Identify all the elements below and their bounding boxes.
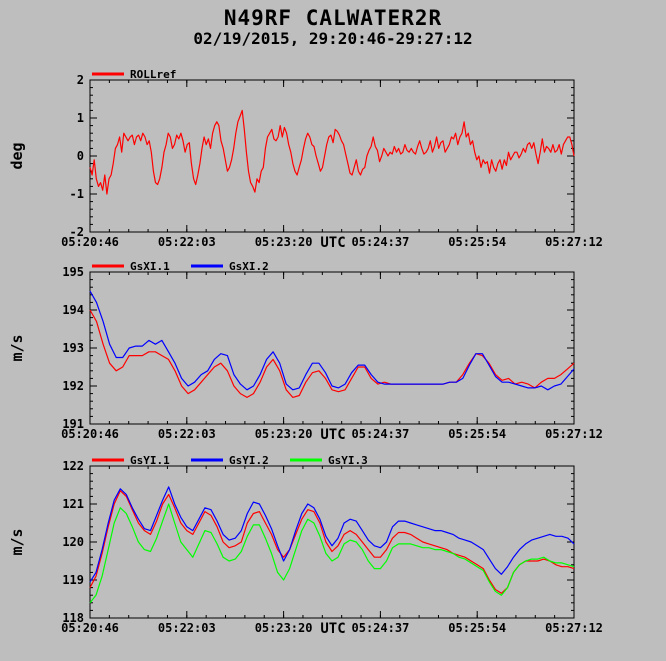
y-tick-label: 2: [77, 73, 84, 87]
x-axis-label: UTC: [320, 235, 345, 251]
series-line-gsxi-2: [89, 290, 575, 391]
y-tick-label: 121: [62, 497, 84, 511]
chart-panel-1: -2 -1 0 1 2 05:20:46 05:22:03 05:23:20 05:24:37 0…: [8, 68, 603, 251]
x-tick-label: 05:25:54: [448, 427, 506, 441]
legend-label: GsYI.3: [328, 454, 368, 467]
series-line-gsxi-1: [89, 309, 575, 398]
y-tick-label: 119: [62, 573, 84, 587]
chart-panel-2: 191 192 193 194 195 05:20:46 05:22:03 05:23:20 0…: [8, 260, 603, 443]
plot-frame: [89, 79, 575, 233]
legend-label: GsXI.1: [130, 260, 170, 273]
y-tick-label: 195: [62, 265, 84, 279]
y-tick-label: 193: [62, 341, 84, 355]
series-line-gsyi-3: [89, 503, 575, 604]
x-tick-label: 05:20:46: [61, 235, 119, 249]
x-tick-label: 05:20:46: [61, 427, 119, 441]
y-tick-label: 118: [62, 611, 84, 625]
y-tick-label: -1: [70, 187, 84, 201]
legend-label: GsXI.2: [229, 260, 269, 273]
x-tick-label: 05:22:03: [158, 235, 216, 249]
y-axis-label: m/s: [8, 334, 26, 361]
y-tick-label: 120: [62, 535, 84, 549]
y-tick-label: 0: [77, 149, 84, 163]
series-line-rollref: [89, 109, 575, 195]
plot-frame: [89, 271, 575, 425]
x-axis-label: UTC: [320, 427, 345, 443]
chart-title: N49RF CALWATER2R: [223, 6, 443, 30]
legend-label: GsYI.2: [229, 454, 269, 467]
x-tick-label: 05:24:37: [352, 621, 410, 635]
x-tick-label: 05:27:12: [545, 621, 603, 635]
x-tick-label: 05:20:46: [61, 621, 119, 635]
title-block: N49RF CALWATER2R 02/19/2015, 29:20:46-29…: [0, 6, 666, 48]
x-tick-label: 05:24:37: [352, 235, 410, 249]
x-tick-label: 05:23:20: [255, 621, 313, 635]
legend-label: GsYI.1: [130, 454, 170, 467]
x-tick-label: 05:22:03: [158, 621, 216, 635]
x-tick-label: 05:22:03: [158, 427, 216, 441]
x-tick-label: 05:23:20: [255, 427, 313, 441]
y-tick-label: 1: [77, 111, 84, 125]
series-line-gsyi-2: [89, 486, 575, 583]
y-axis-label: m/s: [8, 528, 26, 555]
chart-subtitle: 02/19/2015, 29:20:46-29:27:12: [193, 29, 473, 48]
legend-label: ROLLref: [130, 68, 176, 81]
y-tick-label: 122: [62, 459, 84, 473]
y-tick-label: 192: [62, 379, 84, 393]
chart-panel-3: 118 119 120 121 122 05:20:46 05:22:03 05:23:20 0…: [8, 454, 603, 637]
y-tick-label: 191: [62, 417, 84, 431]
x-axis-label: UTC: [320, 621, 345, 637]
y-axis-label: deg: [8, 142, 26, 169]
series-line-gsyi-1: [89, 490, 575, 594]
x-tick-label: 05:25:54: [448, 235, 506, 249]
x-tick-label: 05:24:37: [352, 427, 410, 441]
x-tick-label: 05:23:20: [255, 235, 313, 249]
x-tick-label: 05:27:12: [545, 235, 603, 249]
x-tick-label: 05:25:54: [448, 621, 506, 635]
y-tick-label: -2: [70, 225, 84, 239]
x-tick-label: 05:27:12: [545, 427, 603, 441]
y-tick-label: 194: [62, 303, 84, 317]
